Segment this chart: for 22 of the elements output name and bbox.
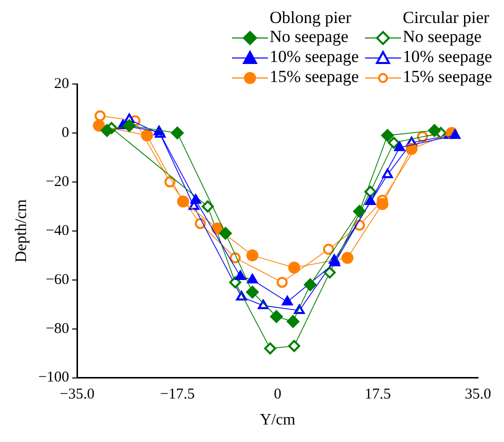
y-tick-label: 20 <box>54 76 70 92</box>
text: Circular pier <box>402 8 490 27</box>
y-tick-label: −100 <box>38 370 70 386</box>
x-axis-title: Y/cm <box>260 412 296 429</box>
x-tick-label: 35.0 <box>464 386 492 403</box>
legend-label: 15% seepage <box>402 67 492 86</box>
text: Oblong pier <box>268 8 352 27</box>
y-tick-label: −40 <box>46 222 70 239</box>
legend-label: No seepage <box>402 27 482 46</box>
x-tick-label: 17.5 <box>364 386 391 403</box>
y-tick-label: −20 <box>46 174 70 190</box>
x-tick-label: −35.0 <box>60 386 95 403</box>
y-axis-title: Depth/cm <box>12 198 30 262</box>
legend-label: 10% seepage <box>270 47 359 66</box>
legend-label: 15% seepage <box>270 67 359 86</box>
y-tick-label: −60 <box>46 272 70 288</box>
x-tick-label: 0 <box>274 386 282 403</box>
x-tick-label: −17.5 <box>160 386 195 403</box>
legend-label: No seepage <box>270 27 348 46</box>
y-tick-label: −80 <box>46 320 70 337</box>
y-tick-label: 0 <box>62 124 70 141</box>
legend-label: 10% seepage <box>402 47 492 66</box>
